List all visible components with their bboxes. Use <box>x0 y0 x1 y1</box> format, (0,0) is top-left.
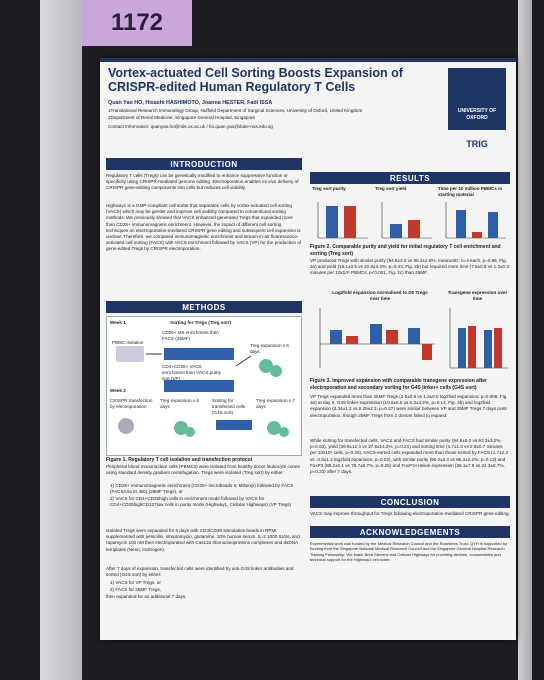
step: CD4+CD25+ VACS enrichment then VACS puri… <box>162 364 221 382</box>
section-heading: ACKNOWLEDGEMENTS <box>310 526 510 538</box>
contact: Contact Information: quanyao.ho@nds.ox.a… <box>108 124 273 129</box>
logo: TRIG <box>466 139 488 149</box>
poster: Vortex-actuated Cell Sorting Boosts Expa… <box>100 58 516 640</box>
paragraph: Isolated Tregs were expanded for 6 days … <box>106 528 300 552</box>
figure-caption: Figure 1. Regulatory T cell isolation an… <box>106 457 253 463</box>
paragraph: 2) FACS for 25MF Tregs, <box>110 587 162 592</box>
step: CD25+ MS enrichment then FACS (25MF) <box>162 330 219 342</box>
paragraph: 2) VACS for CD4+CD25high cells in enrich… <box>110 496 292 508</box>
paragraph: VACS may improve throughput for Tregs fo… <box>310 511 510 516</box>
panel-title: Log2fold expansion normalised to D0 Treg… <box>332 290 428 302</box>
step: PBMC isolation <box>112 340 144 345</box>
paragraph: Experimental work was funded by the Medi… <box>310 541 507 563</box>
figure-caption: Figure 2. Comparable purity and yield fo… <box>310 244 501 257</box>
step: Sorting for Tregs (Treg sort) <box>170 320 231 325</box>
paragraph: then expanded for an additional 7 days. <box>106 594 187 599</box>
poster-title: Vortex-actuated Cell Sorting Boosts Expa… <box>108 66 403 95</box>
panel-title: Transgene expression over time <box>447 290 508 302</box>
section-heading: CONCLUSION <box>310 496 510 508</box>
logo: UNIVERSITY OF OXFORD <box>457 108 497 121</box>
step: Week 1 <box>110 320 126 325</box>
poster-stand <box>40 0 82 680</box>
step: CRISPR transfection by electroporation <box>110 398 153 410</box>
affiliation: 2Department of Renal Medicine, Singapore… <box>108 115 256 120</box>
figure-3-graphic <box>319 308 508 369</box>
section-heading: RESULTS <box>310 172 510 184</box>
paragraph: Peripheral blood mononuclear cells (PBMC… <box>106 464 300 476</box>
step: Sorting for transfected cells (G4S sort) <box>212 398 246 416</box>
paragraph: Regulatory T cells (Tregs) can be geneti… <box>106 173 299 191</box>
paragraph: VP produced Tregs with similar purity (9… <box>310 258 509 276</box>
diagram-icons <box>116 346 289 437</box>
authors: Quan Yao HO, Hisashi HASHIMOTO, Joanna H… <box>108 100 273 106</box>
board-number: 1172 <box>82 0 192 46</box>
step: Treg expansion x 7 days <box>256 398 295 410</box>
figure-2-graphic <box>317 202 506 239</box>
step: Treg expansion x 6 days <box>160 398 199 410</box>
panel-title: Time per 10 million PBMCs in starting ma… <box>438 186 503 198</box>
logo-panel <box>448 68 506 130</box>
step: Treg expansion x 6 days <box>250 343 289 355</box>
section-heading: METHODS <box>106 301 302 313</box>
paragraph: 1) CD25+ immunomagnetic enrichment (CD25… <box>110 483 294 495</box>
paragraph: Highway1 is a GMP-compliant cell sorter … <box>106 203 302 252</box>
section-heading: INTRODUCTION <box>106 158 302 170</box>
paragraph: While sorting for transfected cells, VAC… <box>310 438 509 474</box>
affiliation: 1Translational Research Immunology Group… <box>108 108 363 113</box>
top-band <box>100 58 516 62</box>
step: Week 2 <box>110 388 126 393</box>
paragraph: After 7 days of expansion, transfected c… <box>106 566 294 578</box>
panel-title: Treg sort yield <box>375 186 407 191</box>
poster-stand <box>518 0 532 680</box>
panel-title: Treg sort purity <box>312 186 346 191</box>
paragraph: 1) VACS for VP Tregs, or <box>110 580 161 585</box>
paragraph: VP Tregs expanded more than 25MF Tregs (… <box>310 394 508 418</box>
figure-caption: Figure 3. Improved expansion with compar… <box>310 378 487 391</box>
